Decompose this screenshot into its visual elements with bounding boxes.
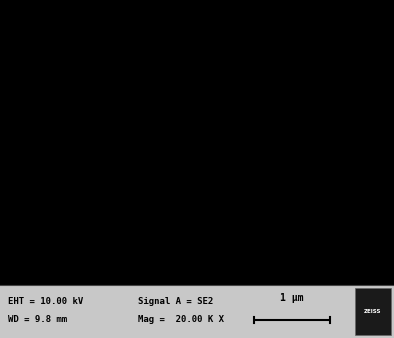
Bar — [0, 285, 394, 338]
Text: EHT = 10.00 kV: EHT = 10.00 kV — [8, 296, 83, 306]
Text: Mag =  20.00 K X: Mag = 20.00 K X — [138, 315, 224, 324]
Bar — [355, 288, 391, 335]
Text: WD = 9.8 mm: WD = 9.8 mm — [8, 315, 67, 324]
Text: ZEISS: ZEISS — [364, 309, 382, 314]
Text: 1 μm: 1 μm — [280, 293, 304, 303]
Text: Signal A = SE2: Signal A = SE2 — [138, 296, 213, 306]
